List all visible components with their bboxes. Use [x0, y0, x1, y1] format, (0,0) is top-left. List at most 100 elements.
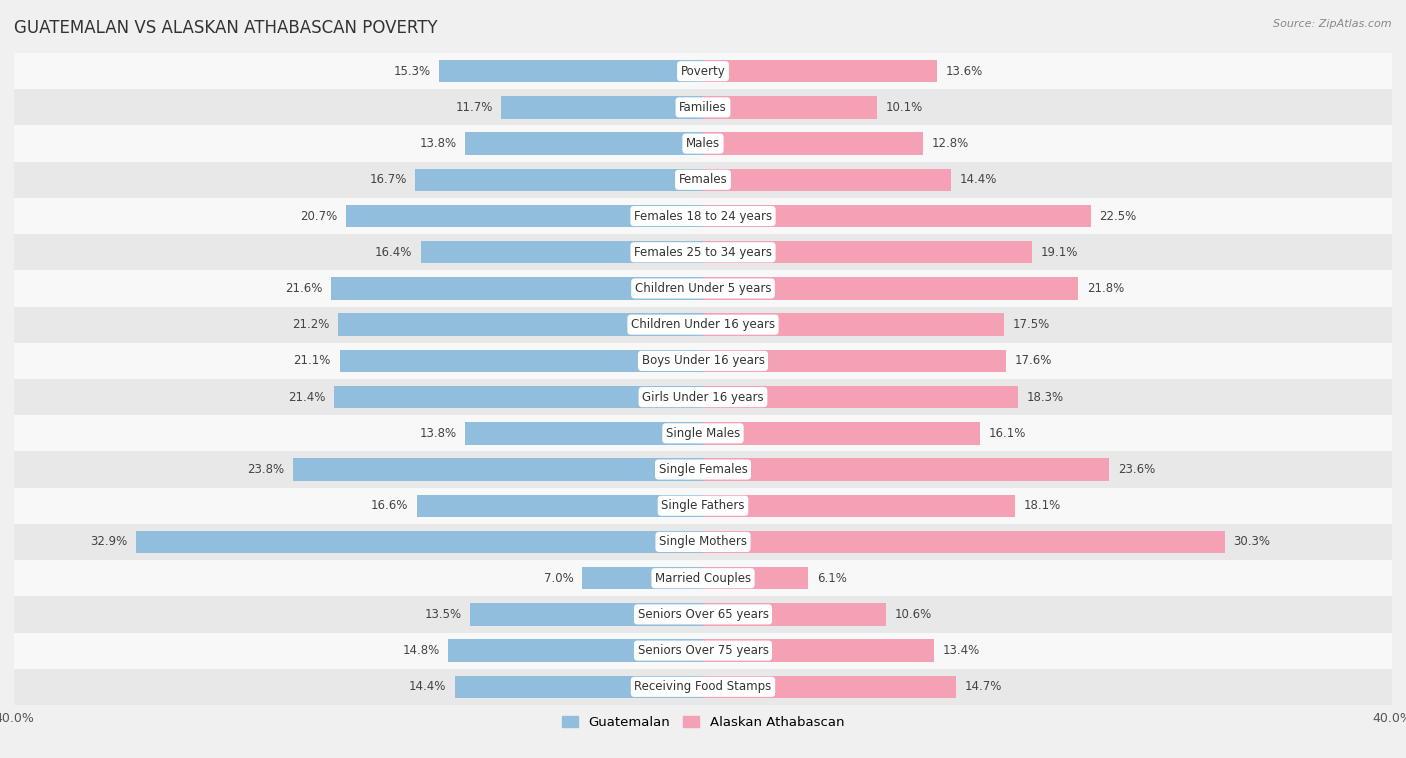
Bar — [14, 89, 1392, 126]
Bar — [703, 168, 950, 191]
Bar — [136, 531, 703, 553]
Bar — [14, 487, 1392, 524]
Text: GUATEMALAN VS ALASKAN ATHABASCAN POVERTY: GUATEMALAN VS ALASKAN ATHABASCAN POVERTY — [14, 19, 437, 37]
Bar — [703, 314, 1004, 336]
Text: 19.1%: 19.1% — [1040, 246, 1078, 258]
Bar — [14, 560, 1392, 597]
Text: 13.5%: 13.5% — [425, 608, 461, 621]
Bar — [14, 343, 1392, 379]
Text: 16.1%: 16.1% — [988, 427, 1026, 440]
Text: Males: Males — [686, 137, 720, 150]
Text: Families: Families — [679, 101, 727, 114]
Text: 16.6%: 16.6% — [371, 500, 409, 512]
Text: 14.7%: 14.7% — [965, 681, 1002, 694]
Bar — [340, 349, 703, 372]
Bar — [502, 96, 703, 118]
Bar — [703, 675, 956, 698]
Text: Children Under 16 years: Children Under 16 years — [631, 318, 775, 331]
Text: 13.8%: 13.8% — [419, 137, 457, 150]
Bar — [465, 133, 703, 155]
Bar — [420, 241, 703, 264]
Bar — [703, 567, 808, 590]
Text: Girls Under 16 years: Girls Under 16 years — [643, 390, 763, 403]
Bar — [14, 198, 1392, 234]
Text: 21.2%: 21.2% — [292, 318, 329, 331]
Bar — [418, 494, 703, 517]
Text: Females 18 to 24 years: Females 18 to 24 years — [634, 209, 772, 223]
Bar — [703, 133, 924, 155]
Bar — [14, 379, 1392, 415]
Text: Females 25 to 34 years: Females 25 to 34 years — [634, 246, 772, 258]
Bar — [14, 234, 1392, 271]
Text: 14.4%: 14.4% — [960, 174, 997, 186]
Text: 21.6%: 21.6% — [285, 282, 322, 295]
Text: Receiving Food Stamps: Receiving Food Stamps — [634, 681, 772, 694]
Bar — [14, 452, 1392, 487]
Text: 7.0%: 7.0% — [544, 572, 574, 584]
Text: 32.9%: 32.9% — [90, 535, 128, 549]
Text: 12.8%: 12.8% — [932, 137, 969, 150]
Bar — [14, 669, 1392, 705]
Text: 23.6%: 23.6% — [1118, 463, 1156, 476]
Bar — [465, 422, 703, 444]
Bar — [14, 524, 1392, 560]
Bar — [337, 314, 703, 336]
Bar — [14, 306, 1392, 343]
Text: Females: Females — [679, 174, 727, 186]
Bar — [449, 640, 703, 662]
Text: 21.8%: 21.8% — [1087, 282, 1125, 295]
Text: 16.4%: 16.4% — [374, 246, 412, 258]
Text: 22.5%: 22.5% — [1099, 209, 1136, 223]
Text: Seniors Over 65 years: Seniors Over 65 years — [637, 608, 769, 621]
Bar — [14, 126, 1392, 161]
Bar — [14, 271, 1392, 306]
Text: 30.3%: 30.3% — [1233, 535, 1271, 549]
Bar — [335, 386, 703, 409]
Bar — [703, 603, 886, 625]
Text: 11.7%: 11.7% — [456, 101, 494, 114]
Text: 13.8%: 13.8% — [419, 427, 457, 440]
Bar — [292, 459, 703, 481]
Text: Single Males: Single Males — [666, 427, 740, 440]
Bar — [346, 205, 703, 227]
Text: 16.7%: 16.7% — [370, 174, 406, 186]
Bar — [14, 597, 1392, 632]
Text: 10.1%: 10.1% — [886, 101, 922, 114]
Bar — [703, 96, 877, 118]
Bar — [415, 168, 703, 191]
Bar — [582, 567, 703, 590]
Bar — [703, 60, 938, 83]
Text: 14.8%: 14.8% — [402, 644, 440, 657]
Bar — [703, 459, 1109, 481]
Text: 14.4%: 14.4% — [409, 681, 446, 694]
Bar — [703, 422, 980, 444]
Bar — [703, 386, 1018, 409]
Bar — [14, 53, 1392, 89]
Text: Married Couples: Married Couples — [655, 572, 751, 584]
Bar — [703, 277, 1078, 299]
Bar — [703, 241, 1032, 264]
Bar — [703, 494, 1015, 517]
Text: 17.6%: 17.6% — [1015, 355, 1052, 368]
Text: 13.4%: 13.4% — [942, 644, 980, 657]
Bar — [456, 675, 703, 698]
Text: Boys Under 16 years: Boys Under 16 years — [641, 355, 765, 368]
Text: 15.3%: 15.3% — [394, 64, 430, 77]
Text: 6.1%: 6.1% — [817, 572, 846, 584]
Text: 23.8%: 23.8% — [247, 463, 284, 476]
Text: Children Under 5 years: Children Under 5 years — [634, 282, 772, 295]
Text: Single Mothers: Single Mothers — [659, 535, 747, 549]
Text: 18.3%: 18.3% — [1026, 390, 1064, 403]
Bar — [440, 60, 703, 83]
Text: Seniors Over 75 years: Seniors Over 75 years — [637, 644, 769, 657]
Bar — [703, 640, 934, 662]
Text: 21.1%: 21.1% — [294, 355, 330, 368]
Bar — [703, 531, 1225, 553]
Text: 21.4%: 21.4% — [288, 390, 326, 403]
Text: Source: ZipAtlas.com: Source: ZipAtlas.com — [1274, 19, 1392, 29]
Bar — [703, 349, 1007, 372]
Text: 18.1%: 18.1% — [1024, 500, 1060, 512]
Legend: Guatemalan, Alaskan Athabascan: Guatemalan, Alaskan Athabascan — [557, 710, 849, 735]
Bar — [330, 277, 703, 299]
Bar — [14, 415, 1392, 452]
